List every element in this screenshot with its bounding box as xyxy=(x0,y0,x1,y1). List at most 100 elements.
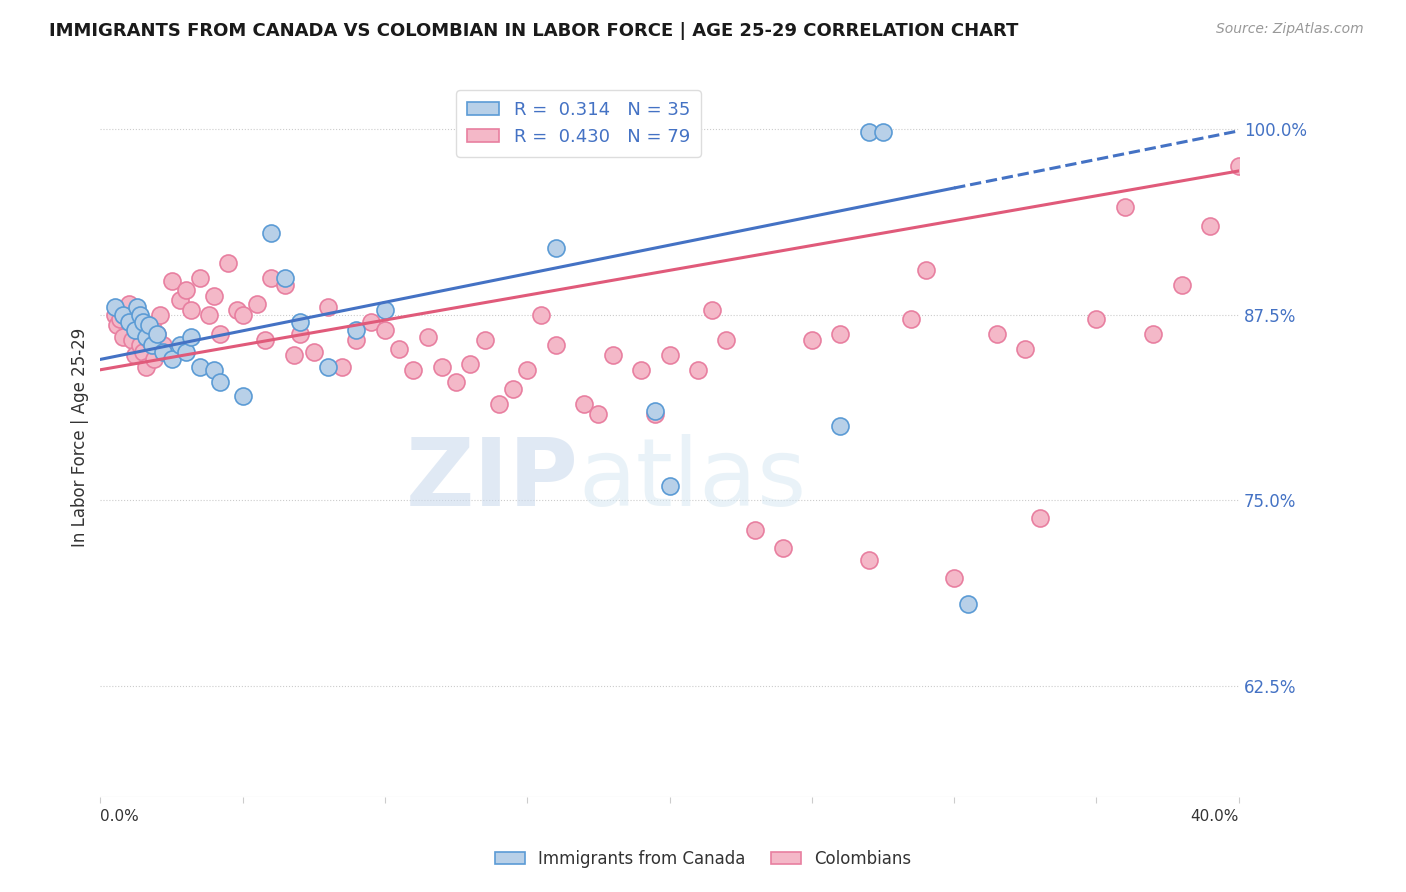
Colombians xyxy=(630,363,652,377)
Colombians xyxy=(858,552,880,566)
Colombians xyxy=(460,357,482,371)
Colombians xyxy=(830,327,852,342)
Colombians xyxy=(135,359,157,374)
Text: atlas: atlas xyxy=(578,434,807,526)
Immigrants from Canada xyxy=(174,345,197,359)
Colombians xyxy=(530,308,553,322)
Colombians xyxy=(283,348,305,362)
Immigrants from Canada xyxy=(858,125,880,139)
Colombians xyxy=(188,270,211,285)
Colombians xyxy=(374,323,396,337)
Colombians xyxy=(115,303,138,318)
Immigrants from Canada xyxy=(232,389,254,403)
Colombians xyxy=(274,278,297,293)
Colombians xyxy=(141,318,163,333)
Colombians xyxy=(772,541,794,555)
Colombians xyxy=(217,256,239,270)
Colombians xyxy=(129,337,152,351)
Immigrants from Canada xyxy=(530,125,553,139)
Colombians xyxy=(103,308,125,322)
Immigrants from Canada xyxy=(288,315,311,329)
Colombians xyxy=(800,333,823,347)
Immigrants from Canada xyxy=(208,375,231,389)
Immigrants from Canada xyxy=(374,303,396,318)
Colombians xyxy=(644,407,666,421)
Colombians xyxy=(107,318,129,333)
Colombians xyxy=(588,407,610,421)
Immigrants from Canada xyxy=(188,359,211,374)
Colombians xyxy=(260,270,283,285)
Colombians xyxy=(900,312,922,326)
Colombians xyxy=(914,263,936,277)
Immigrants from Canada xyxy=(644,404,666,418)
Colombians xyxy=(716,333,738,347)
Colombians xyxy=(360,315,382,329)
Colombians xyxy=(174,283,197,297)
Colombians xyxy=(430,359,453,374)
Immigrants from Canada xyxy=(129,308,152,322)
Colombians xyxy=(124,348,146,362)
Immigrants from Canada xyxy=(146,327,169,342)
Colombians xyxy=(702,303,724,318)
Immigrants from Canada xyxy=(180,330,202,344)
Immigrants from Canada xyxy=(127,301,149,315)
Colombians xyxy=(118,297,141,311)
Colombians xyxy=(1014,342,1036,356)
Immigrants from Canada xyxy=(544,241,567,255)
Immigrants from Canada xyxy=(658,478,681,492)
Colombians xyxy=(132,345,155,359)
Colombians xyxy=(169,293,191,307)
Colombians xyxy=(516,363,538,377)
Immigrants from Canada xyxy=(202,363,225,377)
Colombians xyxy=(572,397,595,411)
Immigrants from Canada xyxy=(132,315,155,329)
Colombians xyxy=(1142,327,1164,342)
Colombians xyxy=(943,570,966,584)
Colombians xyxy=(202,288,225,302)
Immigrants from Canada xyxy=(118,315,141,329)
Colombians xyxy=(226,303,249,318)
Colombians xyxy=(602,348,624,362)
Colombians xyxy=(686,363,709,377)
Colombians xyxy=(346,333,368,347)
Colombians xyxy=(208,327,231,342)
Immigrants from Canada xyxy=(160,352,183,367)
Colombians xyxy=(152,337,174,351)
Text: 0.0%: 0.0% xyxy=(100,809,139,824)
Colombians xyxy=(544,337,567,351)
Legend: R =  0.314   N = 35, R =  0.430   N = 79: R = 0.314 N = 35, R = 0.430 N = 79 xyxy=(456,90,702,157)
Text: IMMIGRANTS FROM CANADA VS COLOMBIAN IN LABOR FORCE | AGE 25-29 CORRELATION CHART: IMMIGRANTS FROM CANADA VS COLOMBIAN IN L… xyxy=(49,22,1018,40)
Colombians xyxy=(388,342,411,356)
Colombians xyxy=(744,523,766,537)
Legend: Immigrants from Canada, Colombians: Immigrants from Canada, Colombians xyxy=(488,844,918,875)
Colombians xyxy=(180,303,202,318)
Immigrants from Canada xyxy=(152,345,174,359)
Colombians xyxy=(330,359,353,374)
Colombians xyxy=(316,301,339,315)
Immigrants from Canada xyxy=(346,323,368,337)
Colombians xyxy=(246,297,269,311)
Colombians xyxy=(138,333,160,347)
Immigrants from Canada xyxy=(103,301,125,315)
Y-axis label: In Labor Force | Age 25-29: In Labor Force | Age 25-29 xyxy=(72,327,89,547)
Colombians xyxy=(1114,200,1136,214)
Colombians xyxy=(416,330,439,344)
Colombians xyxy=(1028,511,1050,525)
Colombians xyxy=(127,315,149,329)
Text: 40.0%: 40.0% xyxy=(1191,809,1239,824)
Immigrants from Canada xyxy=(274,270,297,285)
Colombians xyxy=(110,312,132,326)
Colombians xyxy=(288,327,311,342)
Text: Source: ZipAtlas.com: Source: ZipAtlas.com xyxy=(1216,22,1364,37)
Colombians xyxy=(1199,219,1222,233)
Immigrants from Canada xyxy=(516,125,538,139)
Colombians xyxy=(1227,160,1250,174)
Immigrants from Canada xyxy=(112,308,135,322)
Colombians xyxy=(146,327,169,342)
Immigrants from Canada xyxy=(957,597,980,611)
Colombians xyxy=(232,308,254,322)
Immigrants from Canada xyxy=(135,330,157,344)
Colombians xyxy=(488,397,510,411)
Colombians xyxy=(1171,278,1194,293)
Colombians xyxy=(444,375,467,389)
